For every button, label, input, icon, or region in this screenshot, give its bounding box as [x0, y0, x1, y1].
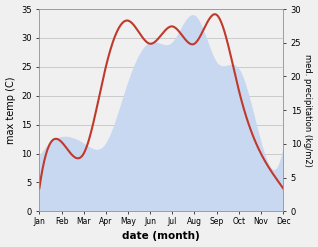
- Y-axis label: max temp (C): max temp (C): [5, 76, 16, 144]
- X-axis label: date (month): date (month): [122, 231, 200, 242]
- Y-axis label: med. precipitation (kg/m2): med. precipitation (kg/m2): [303, 54, 313, 167]
